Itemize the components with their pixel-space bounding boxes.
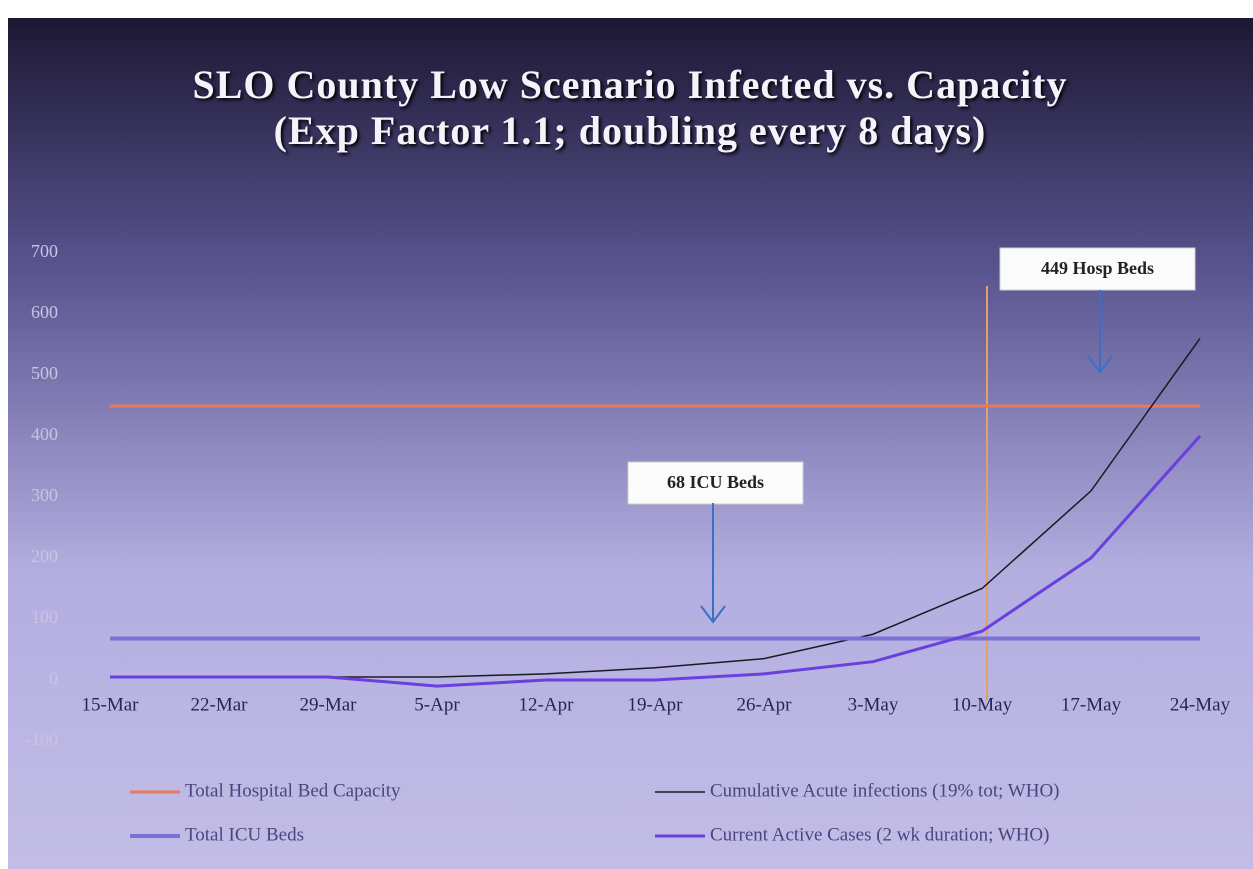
- y-tick-label: -100: [25, 729, 58, 749]
- x-tick-label: 22-Mar: [191, 694, 249, 715]
- x-tick-label: 3-May: [848, 694, 899, 715]
- x-tick-label: 17-May: [1061, 694, 1122, 715]
- x-tick-label: 12-Apr: [519, 694, 575, 715]
- x-tick-label: 15-Mar: [82, 694, 140, 715]
- legend-label: Cumulative Acute infections (19% tot; WH…: [710, 780, 1060, 801]
- annotation-text: 449 Hosp Beds: [1041, 258, 1154, 278]
- x-tick-label: 26-Apr: [737, 694, 793, 715]
- y-tick-label: 200: [31, 546, 58, 566]
- legend-label: Total Hospital Bed Capacity: [185, 780, 401, 801]
- y-tick-label: 700: [31, 241, 58, 261]
- y-tick-label: 100: [31, 607, 58, 627]
- y-tick-label: 400: [31, 424, 58, 444]
- y-tick-label: 300: [31, 485, 58, 505]
- x-tick-label: 5-Apr: [414, 694, 460, 715]
- x-tick-label: 29-Mar: [300, 694, 358, 715]
- legend-label: Total ICU Beds: [185, 824, 304, 845]
- x-tick-label: 10-May: [952, 694, 1013, 715]
- y-tick-label: 600: [31, 302, 58, 322]
- chart-photo: -100 0 100 200 300 400 500 600 700 15-Mar 22-Mar 29…: [0, 0, 1253, 869]
- y-tick-label: 500: [31, 363, 58, 383]
- annotation-text: 68 ICU Beds: [667, 472, 764, 492]
- x-tick-label: 19-Apr: [628, 694, 684, 715]
- legend-label: Current Active Cases (2 wk duration; WHO…: [710, 824, 1049, 845]
- chart-title: SLO County Low Scenario Infected vs. Cap…: [150, 62, 1110, 154]
- x-tick-label: 24-May: [1170, 694, 1231, 715]
- y-tick-label: 0: [49, 668, 58, 688]
